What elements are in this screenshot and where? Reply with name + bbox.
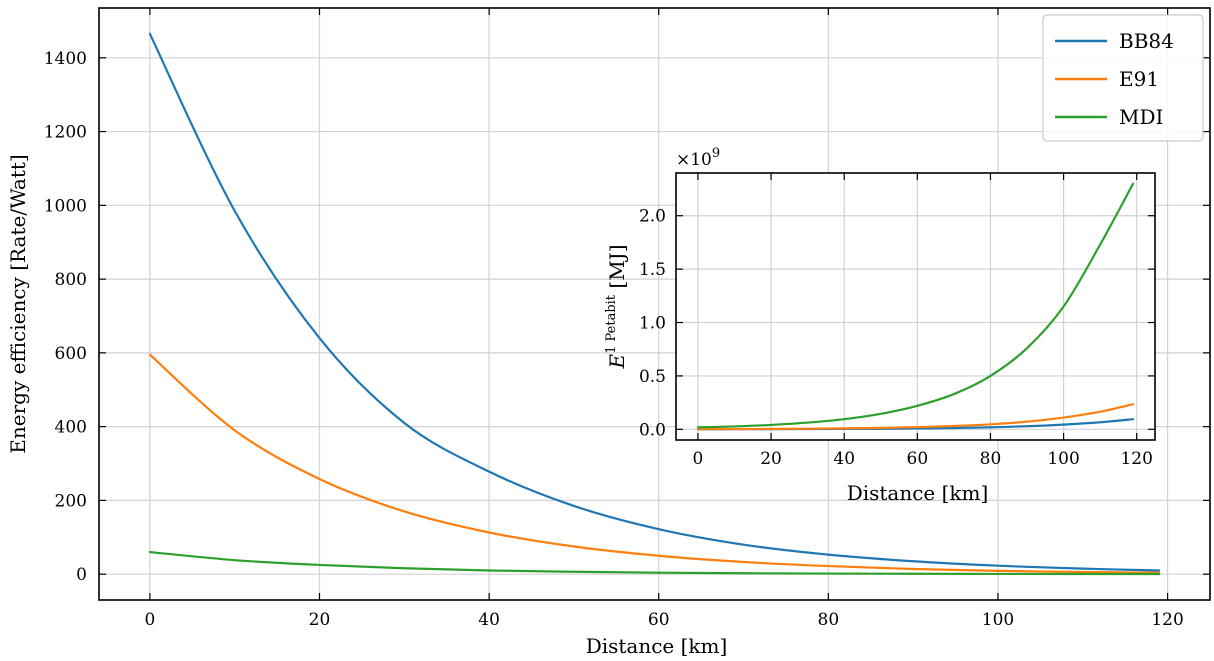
inset-chart: 0 20 40 60 80 100 120 0.0 0.5 1.0 1.5 2.0 ×109 Distan… — [604, 146, 1156, 505]
main-x-tick-label: 120 — [1151, 610, 1183, 630]
inset-y-tick-label: 1.0 — [639, 314, 666, 334]
inset-x-tick-label: 80 — [980, 449, 1002, 469]
inset-x-tick-label: 100 — [1047, 449, 1079, 469]
main-y-tick-label: 800 — [55, 270, 87, 290]
inset-x-tick-label: 120 — [1120, 449, 1152, 469]
inset-series-line-e91 — [696, 403, 1135, 431]
main-x-tick-label: 0 — [144, 610, 155, 630]
main-y-tick-label: 400 — [55, 418, 87, 438]
main-y-tick-label: 1000 — [44, 196, 87, 216]
series-line-bb84 — [148, 32, 1161, 572]
inset-x-tick-label: 0 — [693, 449, 704, 469]
inset-x-tick-label: 40 — [833, 449, 855, 469]
main-x-axis-label: Distance [km] — [586, 634, 728, 658]
main-plot-frame — [98, 7, 1211, 601]
inset-series-line-mdi — [696, 182, 1135, 429]
legend-box — [1042, 14, 1204, 142]
inset-x-tick-label: 60 — [907, 449, 929, 469]
main-y-tick-label: 1200 — [44, 123, 87, 143]
main-y-axis-label: Energy efficiency [Rate/Watt] — [6, 154, 30, 453]
inset-x-axis-label: Distance [km] — [847, 481, 989, 505]
inset-y-axis-label: E1 Petabit [MJ] — [604, 244, 629, 369]
main-y-tick-label: 200 — [55, 491, 87, 511]
main-y-tick-label: 0 — [76, 565, 87, 585]
inset-y-tick-label: 0.0 — [639, 420, 666, 440]
legend-label-bb84: BB84 — [1119, 29, 1174, 53]
inset-background — [676, 173, 1155, 440]
main-x-tick-label: 60 — [648, 610, 670, 630]
inset-y-tick-label: 2.0 — [639, 207, 666, 227]
inset-plot-frame — [675, 172, 1156, 441]
series-line-e91 — [148, 353, 1161, 574]
main-x-tick-label: 100 — [982, 610, 1014, 630]
main-y-tick-label: 600 — [55, 344, 87, 364]
inset-y-tick-label: 1.5 — [639, 260, 666, 280]
main-chart: 0 20 40 60 80 100 1200200400600800100012001400… — [6, 7, 1211, 658]
inset-x-tick-label: 20 — [760, 449, 782, 469]
legend-label-e91: E91 — [1119, 67, 1159, 91]
main-y-tick-label: 1400 — [44, 49, 87, 69]
main-x-tick-label: 80 — [818, 610, 840, 630]
main-x-tick-label: 20 — [309, 610, 331, 630]
inset-y-tick-label: 0.5 — [639, 367, 666, 387]
legend: BB84 E91 MDI — [1042, 14, 1204, 142]
legend-label-mdi: MDI — [1119, 105, 1163, 129]
series-line-mdi — [148, 550, 1161, 576]
main-x-tick-label: 40 — [478, 610, 500, 630]
inset-y-multiplier: ×109 — [676, 146, 720, 170]
